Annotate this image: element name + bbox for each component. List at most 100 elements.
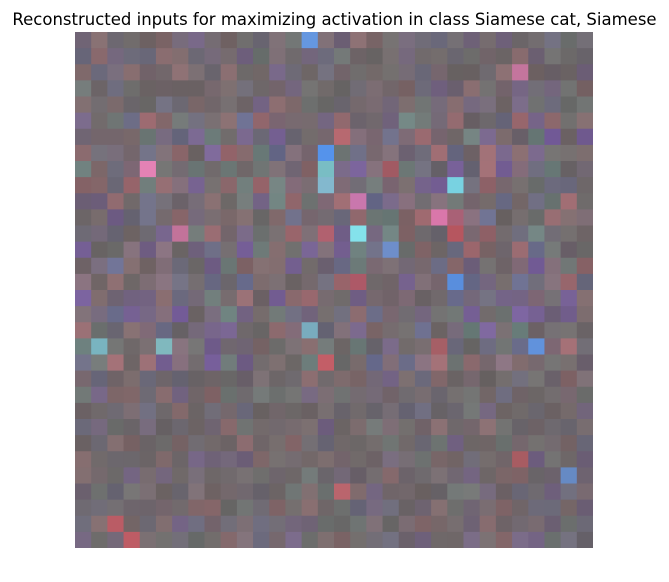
mosaic-pixel [414,161,432,178]
mosaic-pixel [350,306,367,323]
mosaic-pixel [414,48,432,65]
mosaic-pixel [107,451,125,468]
mosaic-pixel [172,257,189,275]
mosaic-pixel [301,96,319,114]
mosaic-pixel [269,483,287,501]
mosaic-pixel [431,386,448,404]
mosaic-pixel [398,80,416,98]
mosaic-pixel [576,386,593,404]
mosaic-pixel [285,96,303,114]
mosaic-pixel [414,338,432,356]
mosaic-pixel [479,32,497,49]
mosaic-pixel [220,483,238,501]
mosaic-pixel [75,531,92,548]
mosaic-pixel [172,177,189,194]
mosaic-pixel [463,273,481,291]
mosaic-pixel [334,144,351,162]
mosaic-pixel [253,386,270,404]
mosaic-pixel [253,483,270,501]
mosaic-pixel [172,499,189,517]
mosaic-pixel [188,257,206,275]
mosaic-pixel [350,483,367,501]
mosaic-pixel [220,273,238,291]
mosaic-pixel [220,80,238,98]
mosaic-pixel [172,419,189,436]
mosaic-pixel [512,80,529,98]
mosaic-pixel [544,386,562,404]
mosaic-pixel [544,419,562,436]
mosaic-pixel [576,306,593,323]
mosaic-pixel [188,144,206,162]
mosaic-pixel [220,338,238,356]
mosaic-pixel [204,531,222,548]
mosaic-pixel [139,96,157,114]
mosaic-pixel [414,225,432,243]
mosaic-pixel [447,257,465,275]
mosaic-pixel [301,209,319,227]
mosaic-pixel [123,290,141,307]
mosaic-pixel [91,306,108,323]
mosaic-pixel [576,483,593,501]
mosaic-pixel [236,515,254,533]
mosaic-pixel [269,402,287,420]
mosaic-pixel [447,386,465,404]
mosaic-pixel [512,451,529,468]
mosaic-pixel [447,515,465,533]
mosaic-pixel [544,128,562,146]
mosaic-pixel [479,338,497,356]
mosaic-pixel [285,322,303,339]
mosaic-pixel [414,419,432,436]
mosaic-pixel [123,273,141,291]
mosaic-pixel [204,128,222,146]
mosaic-pixel [269,161,287,178]
mosaic-pixel [414,402,432,420]
mosaic-pixel [576,499,593,517]
mosaic-pixel [479,290,497,307]
mosaic-pixel [382,64,400,81]
mosaic-pixel [301,402,319,420]
mosaic-pixel [576,177,593,194]
mosaic-pixel [414,435,432,452]
mosaic-pixel [301,435,319,452]
mosaic-pixel [301,161,319,178]
mosaic-pixel [107,225,125,243]
mosaic-pixel [91,499,108,517]
mosaic-pixel [479,80,497,98]
mosaic-pixel [188,306,206,323]
mosaic-pixel [447,419,465,436]
mosaic-pixel [188,177,206,194]
mosaic-pixel [479,128,497,146]
mosaic-pixel [285,499,303,517]
mosaic-pixel [512,48,529,65]
mosaic-pixel [431,80,448,98]
mosaic-pixel [495,177,513,194]
mosaic-pixel [285,257,303,275]
mosaic-pixel [236,370,254,388]
mosaic-pixel [75,273,92,291]
mosaic-pixel [172,290,189,307]
mosaic-pixel [236,386,254,404]
mosaic-pixel [495,483,513,501]
mosaic-pixel [188,435,206,452]
mosaic-pixel [398,419,416,436]
mosaic-pixel [382,257,400,275]
mosaic-pixel [382,402,400,420]
mosaic-pixel [236,338,254,356]
mosaic-pixel [75,177,92,194]
mosaic-pixel [204,515,222,533]
mosaic-pixel [576,419,593,436]
mosaic-pixel [431,419,448,436]
mosaic-pixel [317,241,335,259]
mosaic-pixel [414,290,432,307]
mosaic-pixel [560,161,578,178]
mosaic-pixel [544,32,562,49]
mosaic-pixel [172,354,189,372]
mosaic-pixel [91,515,108,533]
mosaic-pixel [447,402,465,420]
mosaic-pixel [139,177,157,194]
mosaic-pixel [382,273,400,291]
mosaic-pixel [91,225,108,243]
mosaic-pixel [382,48,400,65]
mosaic-pixel [382,467,400,485]
mosaic-pixel [139,241,157,259]
